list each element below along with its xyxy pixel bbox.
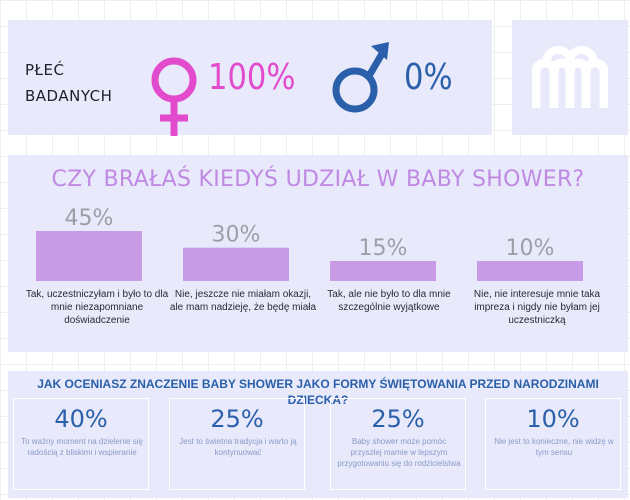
bar [36, 231, 142, 281]
bar-value-label: 15% [359, 236, 408, 261]
rating-text: Jest to świetna tradycja i warto ją kont… [179, 437, 297, 457]
bar-value-label: 30% [212, 223, 261, 248]
female-percent: 100% [208, 57, 296, 98]
rating-question: JAK OCENIASZ ZNACZENIE BABY SHOWER JAKO … [37, 377, 599, 407]
gender-label-line1: PŁEĆ [25, 61, 65, 79]
category-label: Nie, jeszcze nie miałam okazji, ale mam … [169, 289, 317, 313]
bar-chart: 45% 30% 15% 10% [36, 206, 583, 281]
male-percent: 0% [404, 57, 453, 98]
rating-text: Nie jest to konieczne, nie widzę w tym s… [494, 437, 614, 457]
rating-card: 40% To ważny moment na dzielenie się rad… [13, 398, 149, 490]
rating-card: 10% Nie jest to konieczne, nie widzę w t… [485, 398, 621, 490]
bar [183, 247, 289, 281]
rating-percent: 25% [371, 405, 425, 433]
rating-card: 25% Baby shower może pomóc przyszłej mam… [330, 398, 466, 490]
chart-title: CZY BRAŁAŚ KIEDYŚ UDZIAŁ W BABY SHOWER? [51, 167, 585, 192]
rating-percent: 40% [54, 405, 108, 433]
category-label: Nie, nie interesuje mnie taka impreza i … [473, 289, 601, 326]
rating-percent: 10% [526, 405, 580, 433]
rating-text: Baby shower może pomóc przyszłej mamie w… [337, 437, 461, 468]
gender-label: PŁEĆ BADANYCH [25, 57, 135, 109]
category-label: Tak, uczestniczyłam i było to dla mnie n… [25, 289, 169, 326]
female-sign-icon [151, 57, 197, 136]
bar [330, 261, 436, 281]
bar-value-label: 10% [506, 236, 555, 261]
rating-percent: 25% [210, 405, 264, 433]
bar-value-label: 45% [65, 206, 114, 231]
rating-text: To ważny moment na dzielenie się radości… [21, 437, 143, 457]
survey-panel: CZY BRAŁAŚ KIEDYŚ UDZIAŁ W BABY SHOWER? … [8, 155, 628, 352]
rating-card: 25% Jest to świetna tradycja i warto ją … [169, 398, 305, 490]
logo-icon [532, 46, 608, 108]
logo-panel [512, 20, 628, 135]
male-sign-icon [332, 42, 389, 113]
category-label: Tak, ale nie było to dla mnie szczególni… [327, 289, 451, 313]
gender-panel: PŁEĆ BADANYCH 100% 0% [8, 20, 492, 136]
rating-panel: JAK OCENIASZ ZNACZENIE BABY SHOWER JAKO … [8, 371, 628, 498]
gender-label-line2: BADANYCH [25, 87, 113, 105]
bar [477, 261, 583, 281]
